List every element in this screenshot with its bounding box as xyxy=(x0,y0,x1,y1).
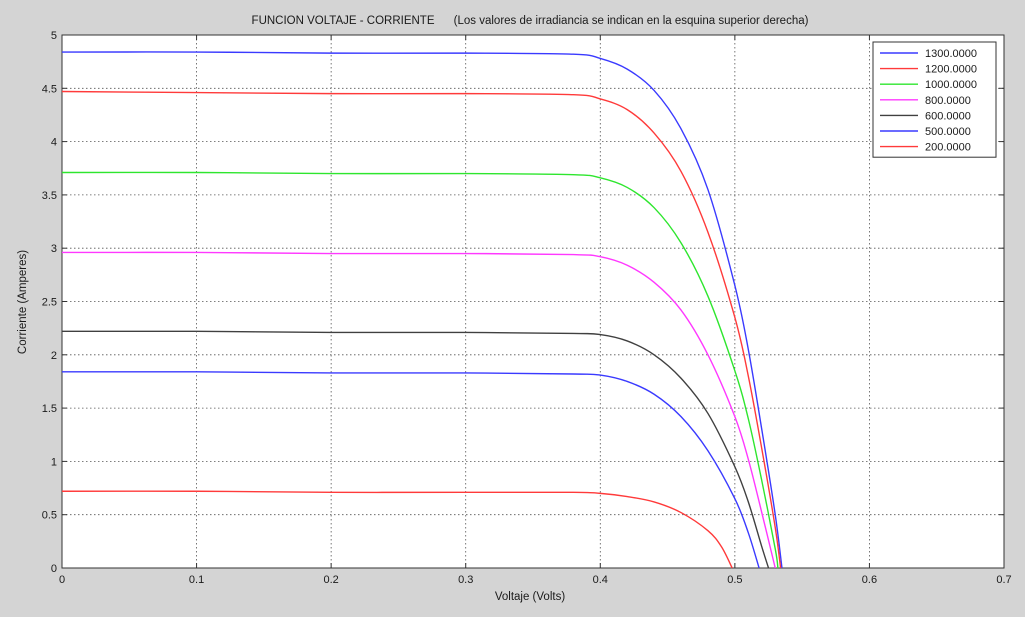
series-line-1 xyxy=(61,51,783,569)
ticks: 0 0.1 0.2 0.3 0.4 0.5 0.6 0.7 0 0.5 1 1.5 2 2.5 3 3.5 4 4… xyxy=(42,30,1012,586)
series-line-6 xyxy=(61,371,760,569)
y-axis-label: Corriente (Amperes) xyxy=(17,250,29,354)
y-tick-label: 2.5 xyxy=(42,297,57,309)
chart-title: FUNCION VOLTAJE - CORRIENTE (Los valores… xyxy=(252,15,809,27)
x-tick-label: 0.5 xyxy=(727,574,742,586)
x-tick-label: 0.1 xyxy=(189,574,204,586)
y-tick-label: 1 xyxy=(51,456,57,468)
legend-label: 600.0000 xyxy=(925,110,971,122)
series-line-3 xyxy=(61,171,779,569)
x-tick-label: 0.7 xyxy=(996,574,1011,586)
y-tick-label: 2 xyxy=(51,350,57,362)
x-tick-label: 0.2 xyxy=(323,574,338,586)
y-tick-label: 3 xyxy=(51,243,57,255)
legend-label: 1300.0000 xyxy=(925,48,977,60)
legend-label: 200.0000 xyxy=(925,142,971,154)
x-tick-label: 0.3 xyxy=(458,574,473,586)
y-tick-label: 0 xyxy=(51,563,57,575)
series-line-2 xyxy=(61,90,782,569)
x-tick-label: 0 xyxy=(59,574,65,586)
x-axis-label: Voltaje (Volts) xyxy=(495,591,565,603)
y-tick-label: 4.5 xyxy=(42,83,57,95)
legend-label: 500.0000 xyxy=(925,126,971,138)
series-line-7 xyxy=(61,490,733,569)
y-tick-label: 5 xyxy=(51,30,57,42)
x-tick-label: 0.4 xyxy=(593,574,608,586)
y-tick-label: 3.5 xyxy=(42,190,57,202)
y-tick-label: 1.5 xyxy=(42,403,57,415)
legend-label: 1200.0000 xyxy=(925,64,977,76)
grid xyxy=(62,35,1004,568)
series-group xyxy=(61,51,783,569)
y-tick-label: 4 xyxy=(51,137,57,149)
series-line-5 xyxy=(61,330,770,569)
series-line-4 xyxy=(61,251,776,569)
legend: 1300.0000 1200.0000 1000.0000 800.0000 600.0… xyxy=(872,41,997,158)
y-tick-label: 0.5 xyxy=(42,510,57,522)
legend-label: 1000.0000 xyxy=(925,79,977,91)
x-tick-label: 0.6 xyxy=(862,574,877,586)
legend-label: 800.0000 xyxy=(925,95,971,107)
